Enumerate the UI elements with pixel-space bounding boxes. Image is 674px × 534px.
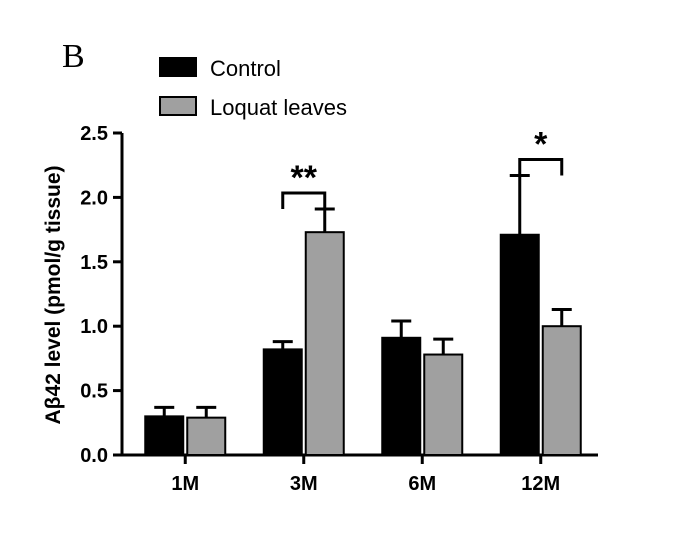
significance-bracket-3m <box>281 191 327 209</box>
bar-control-12m <box>499 233 540 456</box>
legend-label-control: Control <box>210 56 281 81</box>
y-tick-label: 0.5 <box>80 381 108 403</box>
legend: Control Loquat leaves <box>159 56 347 120</box>
y-tick-label: 1.0 <box>80 316 108 338</box>
y-tick-label: 2.0 <box>80 187 108 209</box>
x-tick-label-3m: 3M <box>290 473 318 495</box>
y-tick-label: 0.0 <box>80 445 108 467</box>
bar-loquat-leaves-6m <box>423 353 464 457</box>
significance-label-3m: ** <box>291 159 318 197</box>
bar-loquat-leaves-3m <box>304 231 345 456</box>
legend-swatch-loquat-leaves <box>159 96 197 116</box>
plot-area: 0.00.51.01.52.02.51M 3M 6M 12M*** <box>80 123 598 495</box>
y-axis-title: Aβ42 level (pmol/g tissue) <box>42 165 65 424</box>
x-tick-label-1m: 1M <box>171 473 199 495</box>
bar-control-3m <box>262 348 303 456</box>
bar-loquat-leaves-1m <box>186 416 227 457</box>
y-tick-label: 1.5 <box>80 252 108 274</box>
bar-loquat-leaves-12m <box>541 325 582 457</box>
panel-label: B <box>62 38 85 75</box>
x-tick-label-12m: 12M <box>521 473 560 495</box>
significance-label-12m: * <box>534 126 548 164</box>
bar-control-6m <box>381 336 422 456</box>
y-tick-label: 2.5 <box>80 123 108 145</box>
legend-label-loquat-leaves: Loquat leaves <box>210 95 347 120</box>
x-tick-label-6m: 6M <box>408 473 436 495</box>
bar-control-1m <box>144 415 185 456</box>
legend-swatch-control <box>159 57 197 77</box>
significance-bracket-12m <box>518 158 564 176</box>
